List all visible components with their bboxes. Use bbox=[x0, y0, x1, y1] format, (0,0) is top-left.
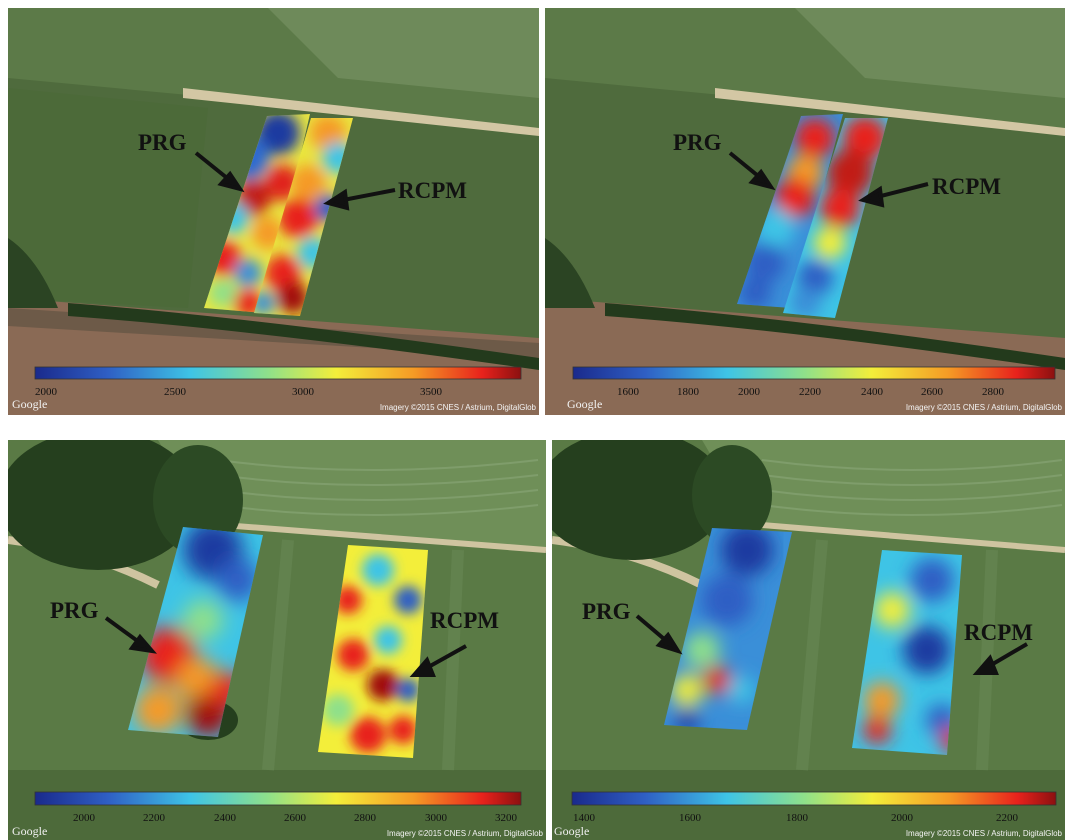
prg-label: PRG bbox=[138, 130, 187, 155]
imagery-attribution: Imagery ©2015 CNES / Astrium, DigitalGlo… bbox=[387, 829, 544, 838]
colorbar-tick: 2600 bbox=[921, 386, 944, 398]
colorbar-tick: 1400 bbox=[573, 812, 596, 824]
rcpm-label: RCPM bbox=[964, 620, 1033, 645]
prg-label: PRG bbox=[673, 130, 722, 155]
colorbar bbox=[572, 792, 1056, 805]
imagery-attribution: Imagery ©2015 CNES / Astrium, DigitalGlo… bbox=[906, 829, 1063, 838]
colorbar-tick: 2000 bbox=[891, 812, 914, 824]
colorbar-tick: 3000 bbox=[425, 812, 448, 824]
colorbar bbox=[35, 367, 521, 379]
rcpm-label: RCPM bbox=[430, 608, 499, 633]
colorbar-tick: 2000 bbox=[73, 812, 96, 824]
colorbar-tick: 1600 bbox=[679, 812, 702, 824]
rcpm-label: RCPM bbox=[932, 174, 1001, 199]
colorbar bbox=[573, 367, 1055, 379]
colorbar-tick: 2800 bbox=[354, 812, 377, 824]
colorbar-tick: 1600 bbox=[617, 386, 640, 398]
google-watermark: Google bbox=[12, 397, 47, 411]
colorbar bbox=[35, 792, 521, 805]
google-watermark: Google bbox=[567, 397, 602, 411]
google-watermark: Google bbox=[554, 824, 589, 838]
map-panel-top-right: PRG RCPM 1600 1800 2000 2200 2400 2600 2… bbox=[545, 8, 1065, 415]
colorbar-tick: 2500 bbox=[164, 386, 187, 398]
colorbar-tick: 1800 bbox=[786, 812, 809, 824]
google-watermark: Google bbox=[12, 824, 47, 838]
colorbar-tick: 2400 bbox=[861, 386, 884, 398]
map-panel-bottom-right: PRG RCPM 1400 1600 1800 2000 2200 Google… bbox=[552, 440, 1065, 840]
colorbar-tick: 3200 bbox=[495, 812, 518, 824]
colorbar-tick: 2200 bbox=[996, 812, 1019, 824]
prg-label: PRG bbox=[582, 599, 631, 624]
colorbar-tick: 2000 bbox=[738, 386, 761, 398]
imagery-attribution: Imagery ©2015 CNES / Astrium, DigitalGlo… bbox=[380, 403, 537, 412]
colorbar-tick: 2200 bbox=[799, 386, 822, 398]
colorbar-tick: 3000 bbox=[292, 386, 315, 398]
map-panel-bottom-left: PRG RCPM 2000 2200 2400 2600 2800 3000 3… bbox=[8, 440, 546, 840]
colorbar-tick: 2200 bbox=[143, 812, 166, 824]
colorbar-tick: 2400 bbox=[214, 812, 237, 824]
colorbar-tick: 3500 bbox=[420, 386, 443, 398]
colorbar-tick: 1800 bbox=[677, 386, 700, 398]
prg-label: PRG bbox=[50, 598, 99, 623]
colorbar-tick: 2800 bbox=[982, 386, 1005, 398]
imagery-attribution: Imagery ©2015 CNES / Astrium, DigitalGlo… bbox=[906, 403, 1063, 412]
rcpm-label: RCPM bbox=[398, 178, 467, 203]
colorbar-tick: 2600 bbox=[284, 812, 307, 824]
map-panel-top-left: PRG RCPM 2000 2500 3000 3500 Google Imag… bbox=[8, 8, 539, 415]
